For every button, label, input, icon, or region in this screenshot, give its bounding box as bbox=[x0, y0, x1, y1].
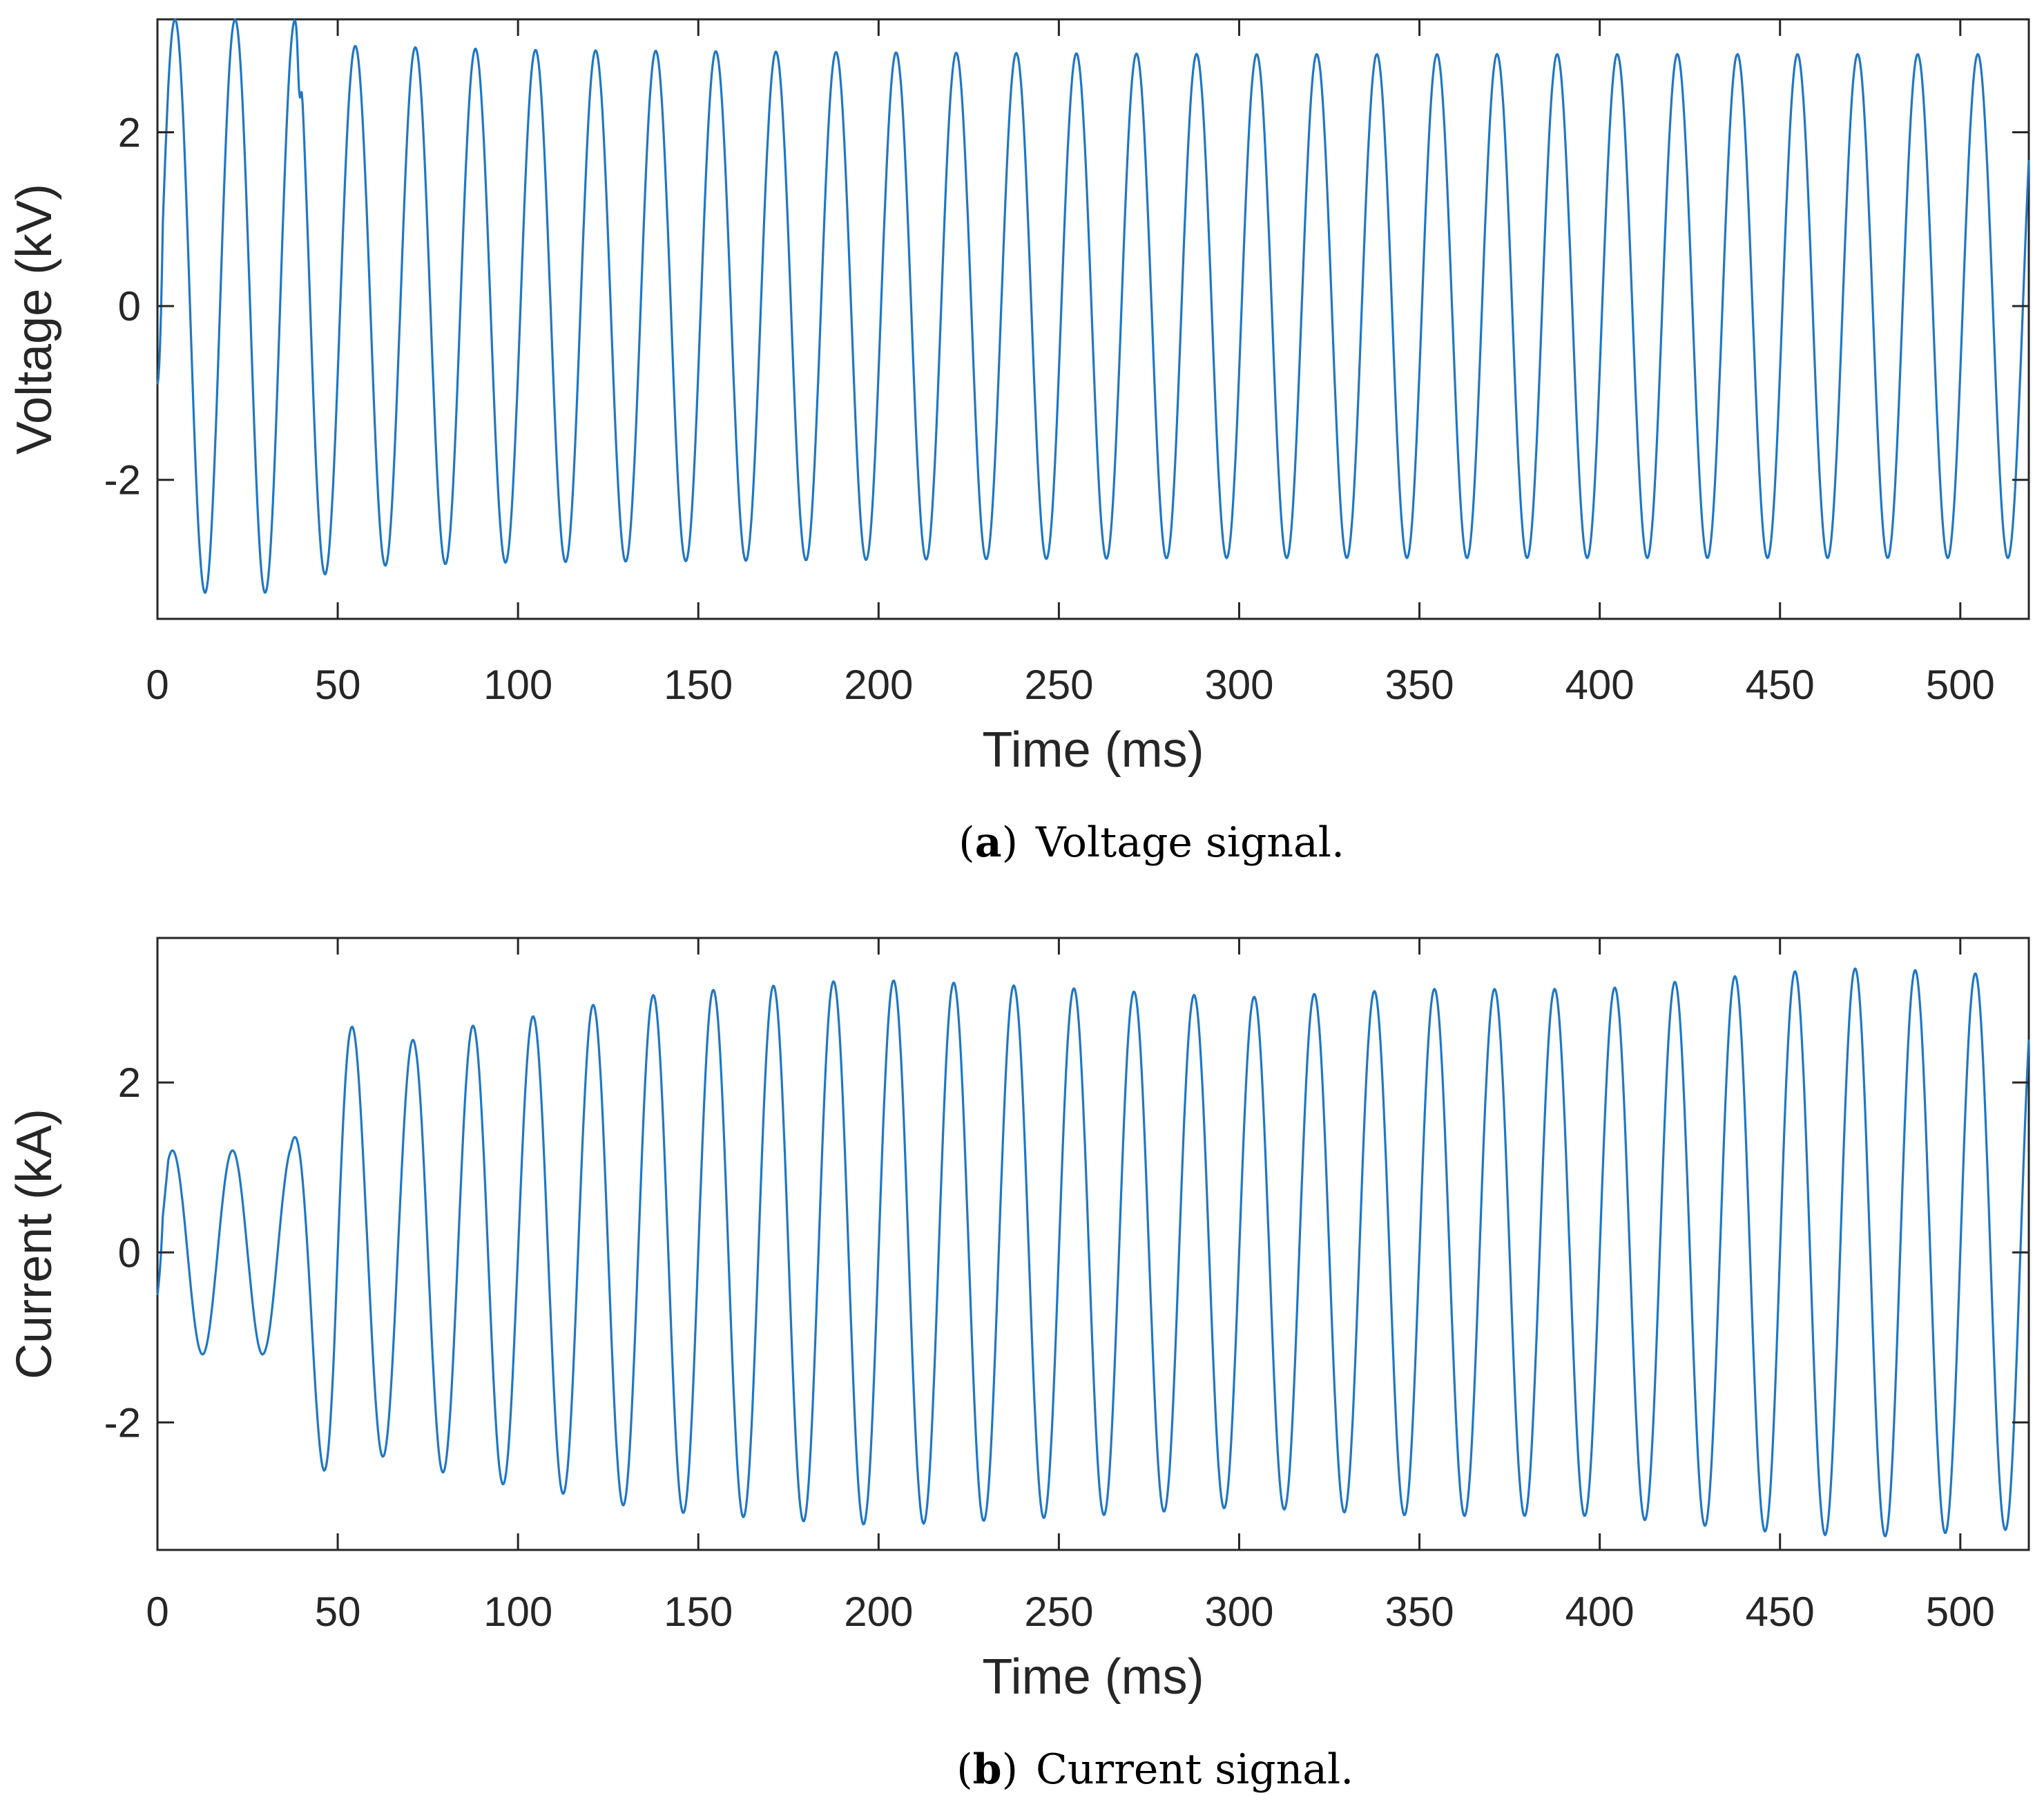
voltage-plot-area bbox=[156, 18, 2030, 620]
current-y-tick-label: -2 bbox=[104, 1399, 141, 1446]
voltage-series-line bbox=[156, 18, 2030, 594]
voltage-tick-labels: 0 50 100 150 200 250 300 350 400 450 500 -2 0 2 bbox=[104, 110, 1995, 708]
current-axis-ticks bbox=[156, 938, 2029, 1550]
voltage-x-tick-label: 450 bbox=[1746, 662, 1815, 708]
current-tick-labels: 0 50 100 150 200 250 300 350 400 450 500 -2 0 2 bbox=[104, 1060, 1995, 1635]
voltage-x-tick-label: 300 bbox=[1204, 662, 1273, 708]
voltage-y-tick-label: 0 bbox=[118, 283, 141, 329]
current-plot-area bbox=[156, 937, 2030, 1551]
voltage-chart: 0 50 100 150 200 250 300 350 400 450 500 -2 0 2 Time … bbox=[7, 18, 2030, 867]
voltage-x-tick-label: 400 bbox=[1565, 662, 1635, 708]
current-y-tick-label: 2 bbox=[118, 1060, 141, 1106]
voltage-x-axis-title: Time (ms) bbox=[982, 722, 1204, 778]
current-x-axis-title: Time (ms) bbox=[982, 1649, 1204, 1705]
current-x-tick-label: 500 bbox=[1926, 1589, 1995, 1635]
voltage-x-tick-label: 0 bbox=[146, 662, 168, 708]
voltage-x-tick-label: 50 bbox=[315, 662, 361, 708]
voltage-caption-label: (a) bbox=[958, 818, 1018, 867]
current-caption-text: Current signal. bbox=[1036, 1745, 1353, 1794]
current-x-tick-label: 250 bbox=[1024, 1589, 1093, 1635]
voltage-caption-text: Voltage signal. bbox=[1035, 818, 1344, 867]
current-y-tick-label: 0 bbox=[118, 1229, 141, 1276]
current-x-tick-label: 50 bbox=[315, 1589, 361, 1635]
current-x-tick-label: 150 bbox=[664, 1589, 733, 1635]
current-x-tick-label: 100 bbox=[483, 1589, 552, 1635]
voltage-x-tick-label: 100 bbox=[483, 662, 552, 708]
voltage-x-tick-label: 350 bbox=[1385, 662, 1454, 708]
current-x-tick-label: 350 bbox=[1385, 1589, 1454, 1635]
current-series-line bbox=[156, 967, 2030, 1537]
current-x-tick-label: 200 bbox=[844, 1589, 913, 1635]
voltage-caption-letter: a bbox=[975, 818, 1002, 867]
voltage-y-axis-title: Voltage (kV) bbox=[7, 184, 62, 454]
voltage-x-tick-label: 150 bbox=[664, 662, 733, 708]
current-x-tick-label: 0 bbox=[146, 1589, 168, 1635]
current-x-tick-label: 300 bbox=[1204, 1589, 1273, 1635]
voltage-x-tick-label: 250 bbox=[1024, 662, 1093, 708]
current-caption-letter: b bbox=[973, 1745, 1002, 1794]
current-caption-label: (b) bbox=[956, 1745, 1018, 1794]
voltage-x-tick-label: 200 bbox=[844, 662, 913, 708]
voltage-x-tick-label: 500 bbox=[1926, 662, 1995, 708]
voltage-y-tick-label: -2 bbox=[104, 457, 141, 504]
current-x-tick-label: 450 bbox=[1746, 1589, 1815, 1635]
current-chart: 0 50 100 150 200 250 300 350 400 450 500 -2 0 2 Time … bbox=[7, 937, 2030, 1794]
current-x-tick-label: 400 bbox=[1565, 1589, 1635, 1635]
voltage-axis-ticks bbox=[156, 19, 2029, 619]
current-y-axis-title: Current (kA) bbox=[7, 1109, 62, 1379]
voltage-y-tick-label: 2 bbox=[118, 110, 141, 156]
